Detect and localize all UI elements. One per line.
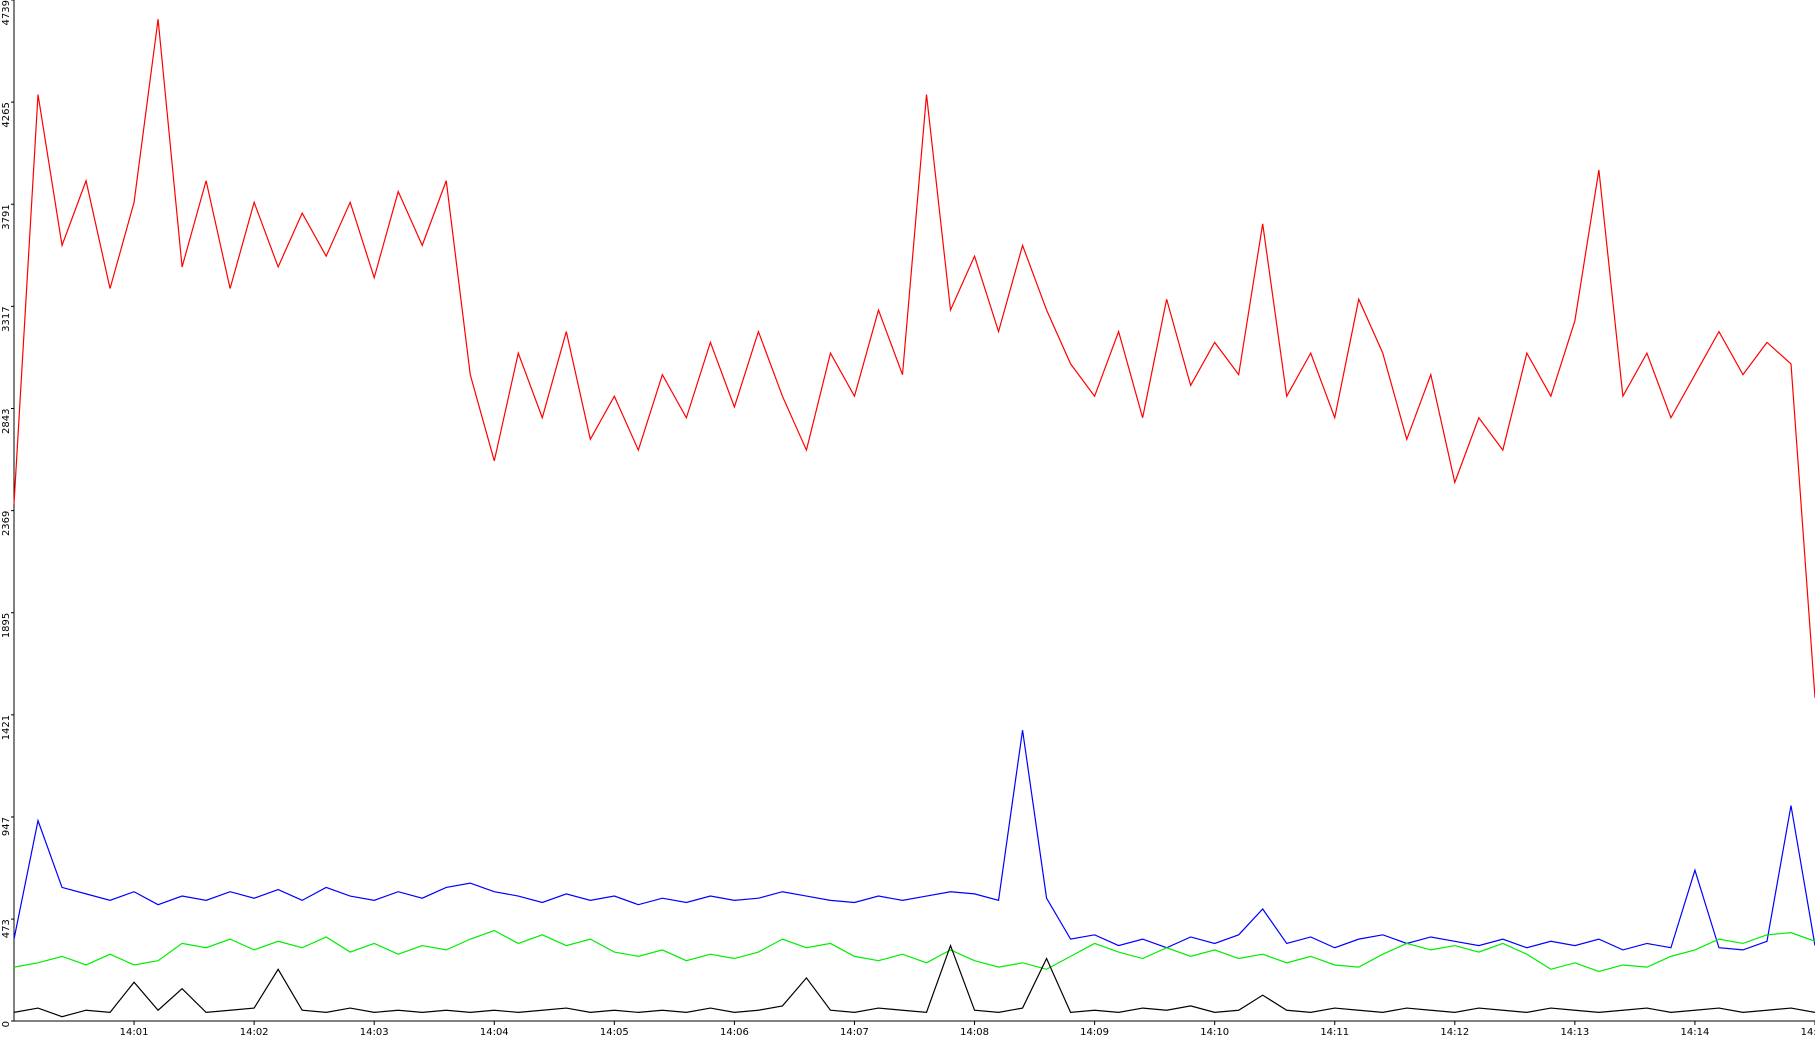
y-tick-label: 3317 [1, 306, 12, 331]
y-tick-label: 4739 [1, 0, 12, 25]
y-tick-label: 2843 [1, 408, 12, 433]
y-tick-label: 1895 [1, 613, 12, 638]
y-tick-label: 0 [1, 1021, 12, 1027]
x-tick-label: 14:14 [1681, 1027, 1710, 1038]
x-tick-label: 14:06 [720, 1027, 749, 1038]
x-tick-label: 14:11 [1320, 1027, 1349, 1038]
x-tick-label: 14:15 [1801, 1027, 1815, 1038]
series-line [13, 730, 1815, 951]
x-tick-label: 14:08 [960, 1027, 989, 1038]
x-tick-label: 14:12 [1440, 1027, 1469, 1038]
series-line [13, 943, 1815, 1018]
series-line [13, 19, 1815, 698]
x-tick-label: 14:10 [1200, 1027, 1229, 1038]
x-tick-label: 14:02 [240, 1027, 269, 1038]
series-line [13, 929, 1815, 973]
x-tick-label: 14:07 [840, 1027, 869, 1038]
y-tick-label: 947 [1, 817, 12, 836]
x-tick-label: 14:13 [1560, 1027, 1589, 1038]
x-tick-label: 14:03 [360, 1027, 389, 1038]
x-tick-label: 14:09 [1080, 1027, 1109, 1038]
y-tick-label: 3791 [1, 204, 12, 229]
y-tick-label: 473 [1, 919, 12, 938]
x-tick-label: 14:04 [480, 1027, 509, 1038]
y-tick-label: 4265 [1, 102, 12, 127]
x-tick-label: 14:05 [600, 1027, 629, 1038]
y-tick-label: 2369 [1, 511, 12, 536]
x-tick-label: 14:01 [120, 1027, 149, 1038]
y-tick-label: 1421 [1, 715, 12, 740]
